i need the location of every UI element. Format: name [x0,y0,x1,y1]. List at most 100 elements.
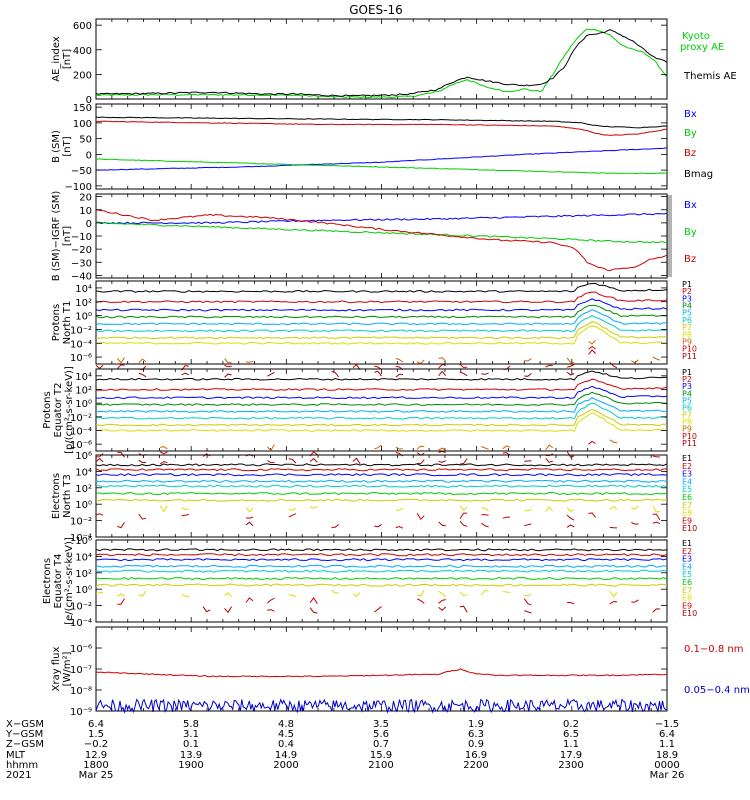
series-channel-8 [331,589,339,594]
series-channel-4 [95,479,668,483]
series-channel-1 [95,548,668,552]
series-channel-10 [502,452,511,456]
x-axis-value: 2000 [273,760,298,771]
y-tick-label: 10⁻⁸ [70,686,92,697]
legend-e8: E8 [682,594,692,603]
y-tick-label: 600 [73,21,92,32]
series-channel-11 [267,460,275,464]
y-tick-label: 10² [75,569,92,580]
series-channel-9 [224,358,232,364]
panel-frame [95,368,668,452]
series-channel-10 [352,363,361,371]
series-channel-9 [288,513,297,518]
series-channel-11 [181,372,190,376]
y-tick-label: 10⁶ [75,536,92,547]
series-channel-11 [138,459,147,464]
y-axis-label: Equator T2 [53,383,64,438]
series-channel-2 [95,468,668,472]
legend-e1: E1 [682,539,692,548]
series-bz [95,120,668,136]
series-channel-8 [181,507,189,510]
series-channel-11 [417,459,425,465]
x-axis-value: 2100 [368,760,393,771]
series-channel-9 [652,356,661,361]
y-axis-label: AE_index [51,36,62,82]
panel-frame [95,539,668,623]
series-channel-6 [95,402,668,420]
y-axis-label: Electrons [42,558,53,604]
series-channel-9 [245,516,254,519]
series-channel-9 [245,360,254,363]
x-axis-value: −1.5 [655,719,679,730]
legend-e5: E5 [682,485,692,494]
series-channel-11 [481,372,489,375]
x-axis-value: 17.9 [560,750,582,761]
series-channel-8 [609,505,618,510]
series-channel-3 [95,385,668,400]
x-axis-row-label: MLT [6,750,26,761]
series-channel-9 [416,445,425,450]
series-channel-11 [566,371,575,376]
y-tick-label: 10⁻⁶ [70,440,92,451]
x-axis-value: 2300 [558,760,583,771]
y-axis-label: Protons [51,304,62,341]
x-axis-value: Mar 26 [650,770,685,781]
series-channel-9 [266,444,275,452]
series-channel-11 [309,457,318,463]
series-channel-8 [288,593,297,597]
panel-frame [95,626,668,712]
x-axis-value: 0.2 [563,719,579,730]
series-channel-8 [459,591,468,597]
series-channel-11 [459,458,468,465]
y-tick-label: 10⁻² [70,517,92,528]
series-channel-9 [438,447,446,451]
legend-kyoto: Kyoto [682,31,710,42]
series-channel-9 [566,357,575,363]
series-channel-10 [181,365,189,371]
x-axis-row-label: 2021 [6,770,31,781]
series-channel-8 [309,505,318,509]
series-channel-8 [245,506,254,513]
series-channel-10 [652,608,660,613]
x-axis-value: 0.7 [373,739,389,750]
series-channel-8 [117,593,125,597]
series-channel-8 [481,589,489,596]
series-channel-10 [524,610,532,614]
y-tick-label: 10² [75,484,92,495]
series-channel-10 [117,364,125,370]
series-channel-10 [459,520,468,527]
series-channel-10 [267,609,275,612]
legend-e4: E4 [682,477,692,486]
legend-p7: P7 [682,323,692,332]
legend-bmag: Bmag [684,169,713,180]
y-tick-label: 0 [86,150,92,161]
legend-p9: P9 [682,425,692,434]
x-axis-row-label: hhmm [6,760,38,771]
series-channel-8 [631,505,639,510]
series-channel-9 [566,514,575,521]
y-tick-label: −20 [71,245,92,256]
series-channel-9 [309,597,318,604]
series-channel-11 [352,457,361,465]
series-channel-3 [95,473,668,477]
legend-bz: Bz [684,148,696,159]
series-channel-11 [438,370,447,377]
x-axis-value: 1.5 [88,729,104,740]
figure-title: GOES-16 [349,3,403,17]
series-channel-9 [266,597,275,604]
series-channel-9 [502,445,511,450]
series-channel-10 [331,524,340,528]
legend-p10: P10 [682,345,697,354]
legend-p9: P9 [682,337,692,346]
series-channel-7 [95,408,668,427]
x-axis-value: 12.9 [85,750,107,761]
x-axis-labels: X−GSM 6.4 5.8 4.8 3.5 1.9 0.2 −1.5 Y−GSM 1.5 3.1 4.… [5,719,684,781]
series-channel-11 [159,460,168,465]
x-axis-value: 15.9 [370,750,392,761]
series-channel-11 [438,460,446,463]
panel-b-sm: 150 100 50 0 −50 −100 B (SM) [nT] Bx By Bz Bmag [51,103,713,193]
series-channel-11 [609,362,618,369]
series-channel-9 [395,446,403,450]
legend-bx: Bx [684,200,697,211]
series-channel-8 [138,590,147,597]
